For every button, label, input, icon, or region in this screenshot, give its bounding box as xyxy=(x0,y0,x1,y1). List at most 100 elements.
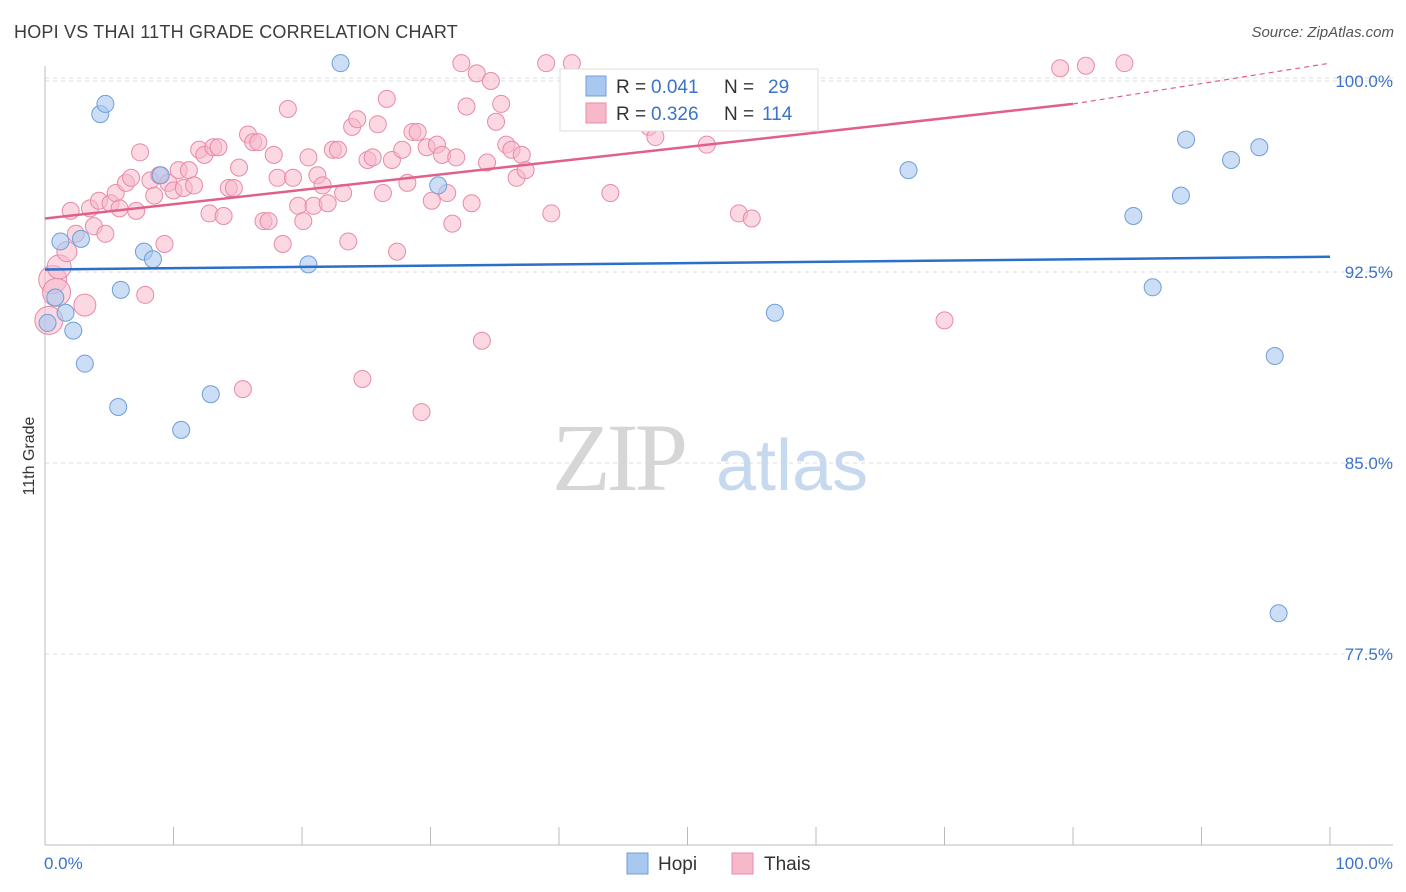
hopi-r-label: R = xyxy=(616,77,646,98)
thai-point-17 xyxy=(127,201,146,220)
thai-points xyxy=(34,54,1134,422)
bottom-legend-thais-label: Thais xyxy=(764,854,810,875)
thai-point-82 xyxy=(447,148,466,167)
thai-point-74 xyxy=(408,122,427,141)
thai-point-42 xyxy=(249,133,268,152)
thai-n-value: 114 xyxy=(762,104,793,125)
thai-trend-line xyxy=(44,102,1074,220)
chart-title: HOPI VS THAI 11TH GRADE CORRELATION CHAR… xyxy=(14,22,458,42)
thai-point-47 xyxy=(273,234,292,253)
hopi-r-value: 0.041 xyxy=(651,77,699,98)
thai-point-100 xyxy=(601,184,620,203)
bottom-legend-hopi-label: Hopi xyxy=(658,854,697,875)
thai-point-83 xyxy=(452,54,471,73)
x-tick-label-min: 0.0% xyxy=(44,854,83,873)
thai-r-value: 0.326 xyxy=(651,104,699,125)
thai-point-28 xyxy=(179,161,198,180)
thai-point-46 xyxy=(268,168,287,187)
thai-point-56 xyxy=(318,194,337,213)
thai-point-110 xyxy=(1115,54,1134,73)
hopi-point-27 xyxy=(1265,347,1284,366)
hopi-point-14 xyxy=(172,420,191,439)
watermark: ZIP atlas xyxy=(552,404,868,511)
thai-point-49 xyxy=(284,168,303,187)
axes xyxy=(44,66,1393,846)
hopi-point-15 xyxy=(201,385,220,404)
hopi-point-23 xyxy=(1171,186,1190,205)
x-tick-label-max: 100.0% xyxy=(1335,854,1393,873)
bottom-legend-hopi-swatch xyxy=(626,852,649,875)
thai-point-95 xyxy=(512,145,531,164)
hopi-point-0 xyxy=(38,313,57,332)
watermark-zip: ZIP xyxy=(552,404,685,511)
hopi-point-26 xyxy=(1250,138,1269,157)
thai-point-48 xyxy=(278,100,297,119)
thai-point-7 xyxy=(73,293,97,317)
thai-point-51 xyxy=(294,212,313,231)
thai-point-85 xyxy=(462,194,481,213)
hopi-point-4 xyxy=(64,321,83,340)
thai-point-44 xyxy=(259,212,278,231)
hopi-point-21 xyxy=(1124,206,1143,225)
thai-point-21 xyxy=(145,186,164,205)
thai-point-19 xyxy=(136,285,155,304)
y-axis-title: 11th Grade xyxy=(21,416,38,495)
thai-point-107 xyxy=(935,311,954,330)
watermark-atlas: atlas xyxy=(716,426,868,506)
source-label: Source: ZipAtlas.com xyxy=(1251,24,1394,41)
hopi-point-3 xyxy=(56,303,75,322)
hopi-n-value: 29 xyxy=(768,77,789,98)
hopi-point-2 xyxy=(51,232,70,251)
hopi-n-label: N = xyxy=(724,77,754,98)
thai-n-label: N = xyxy=(724,104,754,125)
hopi-point-28 xyxy=(1269,604,1288,623)
thai-point-34 xyxy=(209,138,228,157)
hopi-point-17 xyxy=(331,54,350,73)
thai-point-37 xyxy=(224,178,243,197)
thai-point-71 xyxy=(393,140,412,159)
trend-lines xyxy=(44,62,1331,271)
hopi-point-25 xyxy=(1222,150,1241,169)
bottom-legend: Hopi Thais xyxy=(626,852,810,875)
thai-point-81 xyxy=(443,214,462,233)
thai-point-60 xyxy=(339,232,358,251)
thai-point-23 xyxy=(155,234,174,253)
thai-point-90 xyxy=(487,112,506,131)
thai-point-50 xyxy=(289,196,308,215)
thai-point-18 xyxy=(131,143,150,162)
thai-point-52 xyxy=(299,148,318,167)
thai-point-91 xyxy=(492,94,511,113)
y-tick-labels: 100.0% 92.5% 85.0% 77.5% xyxy=(1335,72,1393,664)
thai-point-63 xyxy=(353,369,372,388)
hopi-point-18 xyxy=(429,176,448,195)
thai-point-106 xyxy=(742,209,761,228)
thai-point-75 xyxy=(412,403,431,422)
hopi-point-16 xyxy=(299,255,318,274)
thai-point-66 xyxy=(368,115,387,134)
thai-point-29 xyxy=(185,176,204,195)
y-tick-label-2: 85.0% xyxy=(1345,454,1393,473)
thai-point-87 xyxy=(472,331,491,350)
bottom-legend-thais-swatch xyxy=(731,852,754,875)
y-tick-label-3: 77.5% xyxy=(1345,645,1393,664)
thai-legend-swatch xyxy=(585,102,607,124)
hopi-point-9 xyxy=(109,397,128,416)
thai-point-89 xyxy=(481,72,500,91)
thai-point-39 xyxy=(233,380,252,399)
thai-point-11 xyxy=(96,224,115,243)
thai-point-67 xyxy=(373,184,392,203)
y-tick-label-0: 100.0% xyxy=(1335,72,1393,91)
thai-point-35 xyxy=(214,206,233,225)
thai-point-97 xyxy=(537,54,556,73)
hopi-point-12 xyxy=(143,250,162,269)
thai-point-62 xyxy=(348,110,367,129)
thai-point-16 xyxy=(122,168,141,187)
stats-legend: R = 0.041 N = 29 R = 0.326 N = 114 xyxy=(559,68,819,132)
thai-point-45 xyxy=(264,145,283,164)
hopi-point-13 xyxy=(151,166,170,185)
thai-point-38 xyxy=(230,158,249,177)
thai-point-98 xyxy=(542,204,561,223)
hopi-points xyxy=(38,54,1288,623)
hopi-trend-line xyxy=(44,255,1331,271)
thai-point-55 xyxy=(313,176,332,195)
